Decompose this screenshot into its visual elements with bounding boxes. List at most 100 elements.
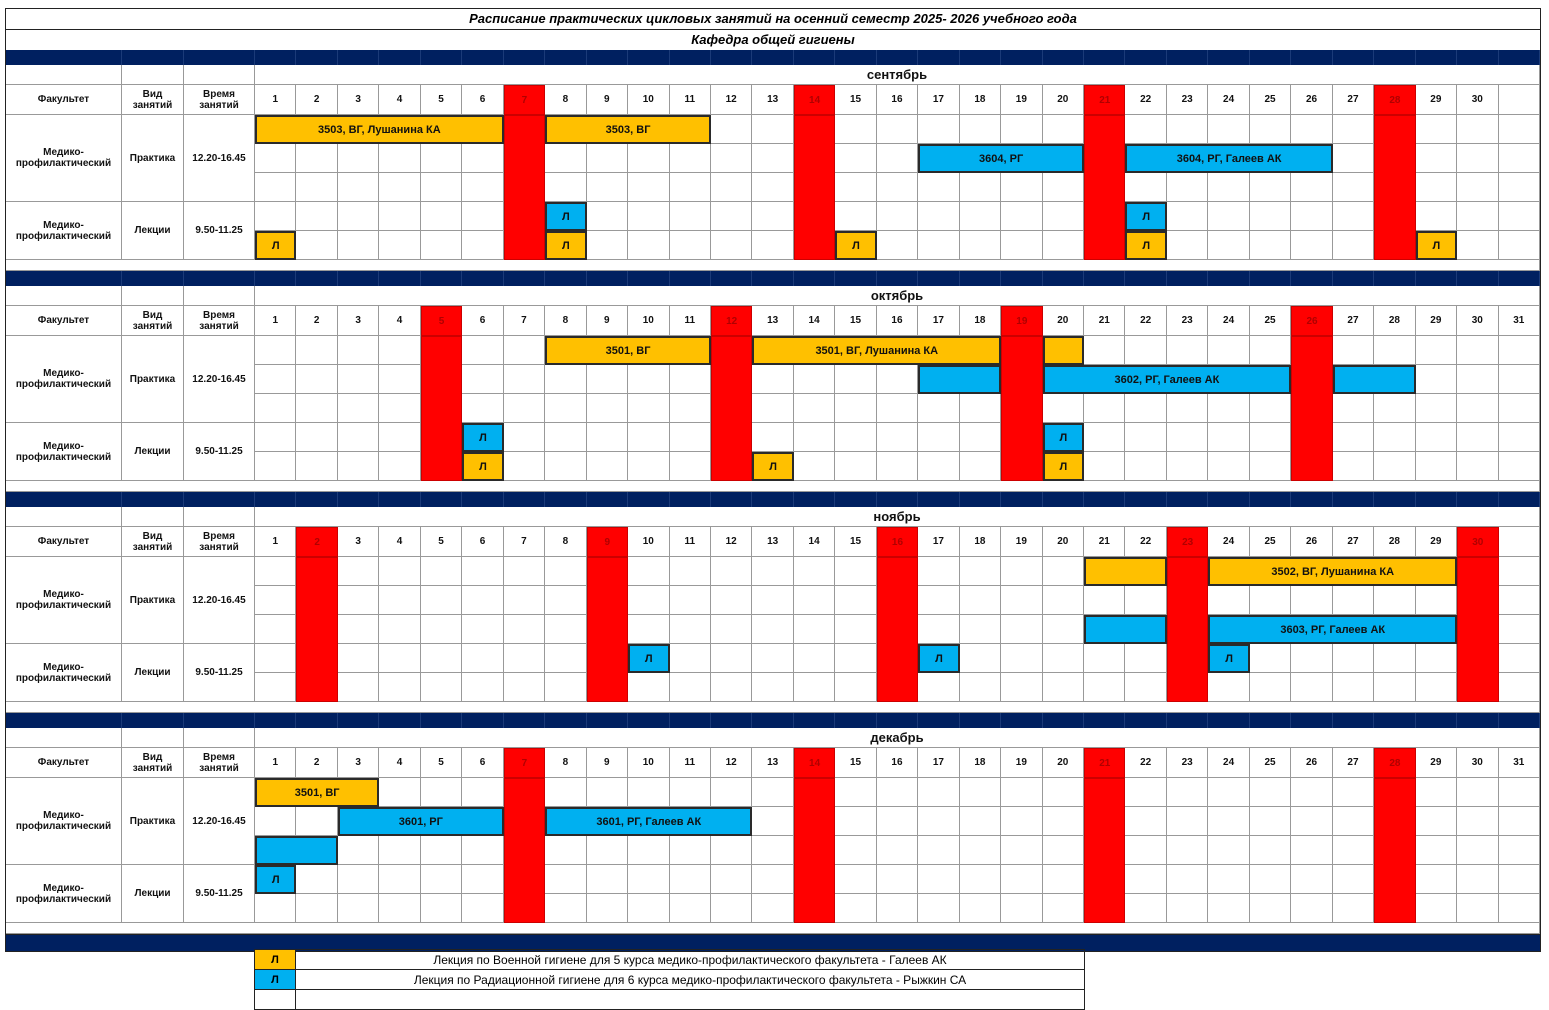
practice-block <box>918 365 1002 394</box>
practice-block: 3601, РГ <box>337 807 504 836</box>
schedule-cell <box>1332 202 1375 231</box>
schedule-cell <box>1249 423 1292 452</box>
day-header: 31 <box>1498 748 1540 778</box>
day-header: 22 <box>1125 85 1167 115</box>
schedule-cell <box>710 894 753 923</box>
schedule-cell <box>255 894 297 923</box>
band-cell <box>793 713 836 728</box>
day-header: 19 <box>1001 527 1043 557</box>
band-cell <box>1332 713 1375 728</box>
schedule-cell <box>379 202 421 231</box>
schedule-cell <box>462 778 504 807</box>
day-header: 17 <box>918 306 960 336</box>
schedule-cell <box>545 644 587 673</box>
schedule-cell <box>545 173 587 202</box>
day-header: 8 <box>545 85 587 115</box>
day-header: 3 <box>337 527 380 557</box>
schedule-cell <box>1498 202 1540 231</box>
schedule-cell <box>918 807 960 836</box>
day-header: 28 <box>1374 527 1416 557</box>
lecture-block: Л <box>462 423 504 452</box>
header-time: Время занятий <box>184 85 255 115</box>
practice-time: 12.20-16.45 <box>184 557 255 644</box>
schedule-cell <box>586 231 629 260</box>
schedule-cell <box>337 673 380 702</box>
schedule-cell <box>1208 586 1250 615</box>
legend-symbol: Л <box>254 950 296 969</box>
schedule-cell <box>793 644 836 673</box>
band-cell <box>1001 713 1043 728</box>
practice-block: 3501, ВГ <box>255 778 380 807</box>
schedule-cell <box>1042 615 1085 644</box>
schedule-cell <box>503 673 546 702</box>
band-cell <box>1208 492 1250 507</box>
practice-time: 12.20-16.45 <box>184 336 255 423</box>
schedule-cell <box>1208 394 1250 423</box>
schedule-cell <box>835 673 877 702</box>
schedule-cell <box>876 894 919 923</box>
schedule-cell <box>337 365 380 394</box>
schedule-cell <box>959 615 1002 644</box>
schedule-cell <box>462 865 504 894</box>
schedule-cell <box>1166 336 1209 365</box>
schedule-cell <box>1208 115 1250 144</box>
day-header: 3 <box>337 306 380 336</box>
band-cell <box>379 271 421 286</box>
schedule-cell <box>669 865 711 894</box>
schedule-cell <box>1498 615 1540 644</box>
schedule-cell <box>337 202 380 231</box>
day-header: 18 <box>959 527 1002 557</box>
schedule-cell <box>1084 586 1126 615</box>
schedule-cell <box>1042 673 1085 702</box>
schedule-cell <box>752 865 794 894</box>
schedule-cell <box>959 836 1002 865</box>
schedule-cell <box>1208 894 1250 923</box>
schedule-cell <box>420 894 463 923</box>
empty-cell <box>122 728 184 748</box>
practice-block: 3501, ВГ <box>545 336 711 365</box>
schedule-cell <box>1125 173 1167 202</box>
schedule-cell <box>959 807 1002 836</box>
day-header: 3 <box>337 85 380 115</box>
schedule-cell <box>1084 673 1126 702</box>
schedule-cell <box>337 894 380 923</box>
band-cell <box>1208 713 1250 728</box>
schedule-cell <box>1415 173 1458 202</box>
band-cell <box>959 492 1002 507</box>
day-header: 22 <box>1125 306 1167 336</box>
day-header: 11 <box>669 85 711 115</box>
day-header: 29 <box>1415 85 1458 115</box>
day-header: 25 <box>1249 527 1292 557</box>
schedule-cell <box>669 144 711 173</box>
schedule-cell <box>669 365 711 394</box>
schedule-cell <box>337 615 380 644</box>
schedule-cell <box>876 115 919 144</box>
schedule-cell <box>296 336 338 365</box>
faculty-cell: Медико-профилактический <box>6 336 122 423</box>
schedule-cell <box>669 673 711 702</box>
band-cell <box>337 271 380 286</box>
schedule-cell <box>1374 394 1416 423</box>
day-header: 10 <box>628 527 670 557</box>
schedule-cell <box>1415 836 1458 865</box>
schedule-cell <box>959 865 1002 894</box>
practice-block <box>1332 365 1416 394</box>
day-header: 18 <box>959 748 1002 778</box>
schedule-cell <box>1042 173 1085 202</box>
schedule-cell <box>752 836 794 865</box>
schedule-cell <box>959 778 1002 807</box>
day-header: 29 <box>1415 748 1458 778</box>
schedule-cell <box>379 644 421 673</box>
schedule-cell <box>1415 586 1458 615</box>
month-name: декабрь <box>255 728 1540 748</box>
schedule-cell <box>1042 115 1085 144</box>
day-header: 9 <box>586 306 629 336</box>
schedule-cell <box>586 452 629 481</box>
schedule-cell <box>752 231 794 260</box>
band-cell <box>122 50 184 65</box>
schedule-cell <box>628 452 670 481</box>
band-cell <box>420 492 463 507</box>
schedule-cell <box>1249 865 1292 894</box>
schedule-cell <box>876 807 919 836</box>
band-cell <box>184 50 255 65</box>
